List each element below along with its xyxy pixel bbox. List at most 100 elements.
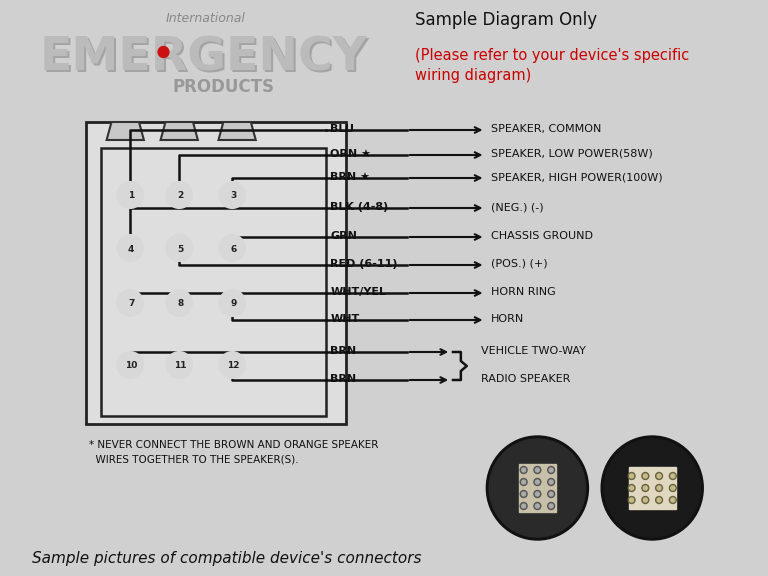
Text: HORN RING: HORN RING [492, 287, 556, 297]
Circle shape [549, 504, 553, 508]
Circle shape [670, 472, 677, 479]
Text: BLU: BLU [330, 124, 354, 134]
Circle shape [118, 182, 143, 208]
Circle shape [642, 472, 649, 479]
Circle shape [520, 467, 527, 473]
Text: BRN ★: BRN ★ [330, 172, 370, 182]
Text: ORN ★: ORN ★ [330, 149, 372, 159]
Circle shape [549, 480, 553, 484]
Circle shape [548, 479, 554, 486]
Circle shape [644, 486, 647, 490]
Text: PRODUCTS: PRODUCTS [172, 78, 274, 96]
Polygon shape [107, 122, 144, 140]
Text: BLK (4-8): BLK (4-8) [330, 202, 389, 212]
Text: 11: 11 [174, 362, 187, 370]
Circle shape [220, 235, 245, 261]
Text: SPEAKER, LOW POWER(58W): SPEAKER, LOW POWER(58W) [492, 149, 653, 159]
Text: 8: 8 [177, 300, 184, 309]
Circle shape [535, 492, 539, 496]
Text: EMERGENCY: EMERGENCY [40, 36, 368, 81]
Circle shape [158, 47, 169, 58]
Circle shape [630, 486, 634, 490]
Text: SPEAKER, HIGH POWER(100W): SPEAKER, HIGH POWER(100W) [492, 172, 663, 182]
Circle shape [657, 486, 661, 490]
Circle shape [671, 486, 675, 490]
Circle shape [549, 468, 553, 472]
Circle shape [671, 498, 675, 502]
Circle shape [548, 467, 554, 473]
Circle shape [520, 479, 527, 486]
Circle shape [534, 479, 541, 486]
Circle shape [167, 235, 192, 261]
Circle shape [521, 468, 525, 472]
Text: (POS.) (+): (POS.) (+) [492, 259, 548, 269]
Circle shape [656, 484, 663, 491]
Circle shape [644, 498, 647, 502]
Circle shape [601, 436, 703, 540]
Circle shape [628, 484, 635, 491]
Text: * NEVER CONNECT THE BROWN AND ORANGE SPEAKER
  WIRES TOGETHER TO THE SPEAKER(S).: * NEVER CONNECT THE BROWN AND ORANGE SPE… [89, 440, 379, 464]
Text: 6: 6 [230, 244, 237, 253]
Circle shape [534, 491, 541, 498]
Circle shape [671, 474, 675, 478]
Circle shape [549, 492, 553, 496]
Circle shape [604, 439, 700, 537]
Circle shape [118, 235, 143, 261]
Circle shape [656, 497, 663, 503]
Circle shape [644, 474, 647, 478]
Text: VEHICLE TWO-WAY: VEHICLE TWO-WAY [482, 346, 586, 356]
Circle shape [657, 498, 661, 502]
Bar [86, 122, 346, 424]
Circle shape [118, 290, 143, 316]
Circle shape [220, 182, 245, 208]
Text: WHT: WHT [330, 314, 359, 324]
Circle shape [630, 498, 634, 502]
Circle shape [167, 290, 192, 316]
Circle shape [548, 502, 554, 510]
Circle shape [534, 467, 541, 473]
Bar [518, 464, 556, 512]
Circle shape [657, 474, 661, 478]
Text: RADIO SPEAKER: RADIO SPEAKER [482, 374, 571, 384]
Circle shape [670, 484, 677, 491]
Text: EMERGENCY: EMERGENCY [41, 37, 369, 82]
Circle shape [628, 497, 635, 503]
Circle shape [535, 504, 539, 508]
Text: Sample pictures of compatible device's connectors: Sample pictures of compatible device's c… [32, 551, 422, 566]
Text: RED (6-11): RED (6-11) [330, 259, 398, 269]
Circle shape [656, 472, 663, 479]
Polygon shape [218, 122, 256, 140]
Circle shape [486, 436, 588, 540]
Circle shape [642, 484, 649, 491]
Circle shape [642, 497, 649, 503]
Text: 3: 3 [230, 191, 237, 200]
Circle shape [548, 491, 554, 498]
Circle shape [534, 502, 541, 510]
Circle shape [167, 182, 192, 208]
Text: HORN: HORN [492, 314, 525, 324]
Circle shape [489, 439, 585, 537]
Circle shape [220, 290, 245, 316]
Circle shape [535, 480, 539, 484]
Text: (Please refer to your device's specific
wiring diagram): (Please refer to your device's specific … [415, 48, 689, 83]
Circle shape [520, 491, 527, 498]
Circle shape [630, 474, 634, 478]
Circle shape [628, 472, 635, 479]
Text: Sample Diagram Only: Sample Diagram Only [415, 11, 597, 29]
Text: 9: 9 [230, 300, 237, 309]
Circle shape [520, 502, 527, 510]
Text: 5: 5 [177, 244, 184, 253]
Circle shape [521, 492, 525, 496]
Text: BRN: BRN [330, 374, 356, 384]
Text: (NEG.) (-): (NEG.) (-) [492, 202, 544, 212]
Circle shape [118, 352, 143, 378]
Text: 1: 1 [128, 191, 134, 200]
Text: 2: 2 [177, 191, 184, 200]
Text: BRN: BRN [330, 346, 356, 356]
Polygon shape [161, 122, 198, 140]
Circle shape [220, 352, 245, 378]
Text: 7: 7 [128, 300, 134, 309]
Text: WHT/YEL: WHT/YEL [330, 287, 386, 297]
Text: CHASSIS GROUND: CHASSIS GROUND [492, 231, 593, 241]
Circle shape [535, 468, 539, 472]
